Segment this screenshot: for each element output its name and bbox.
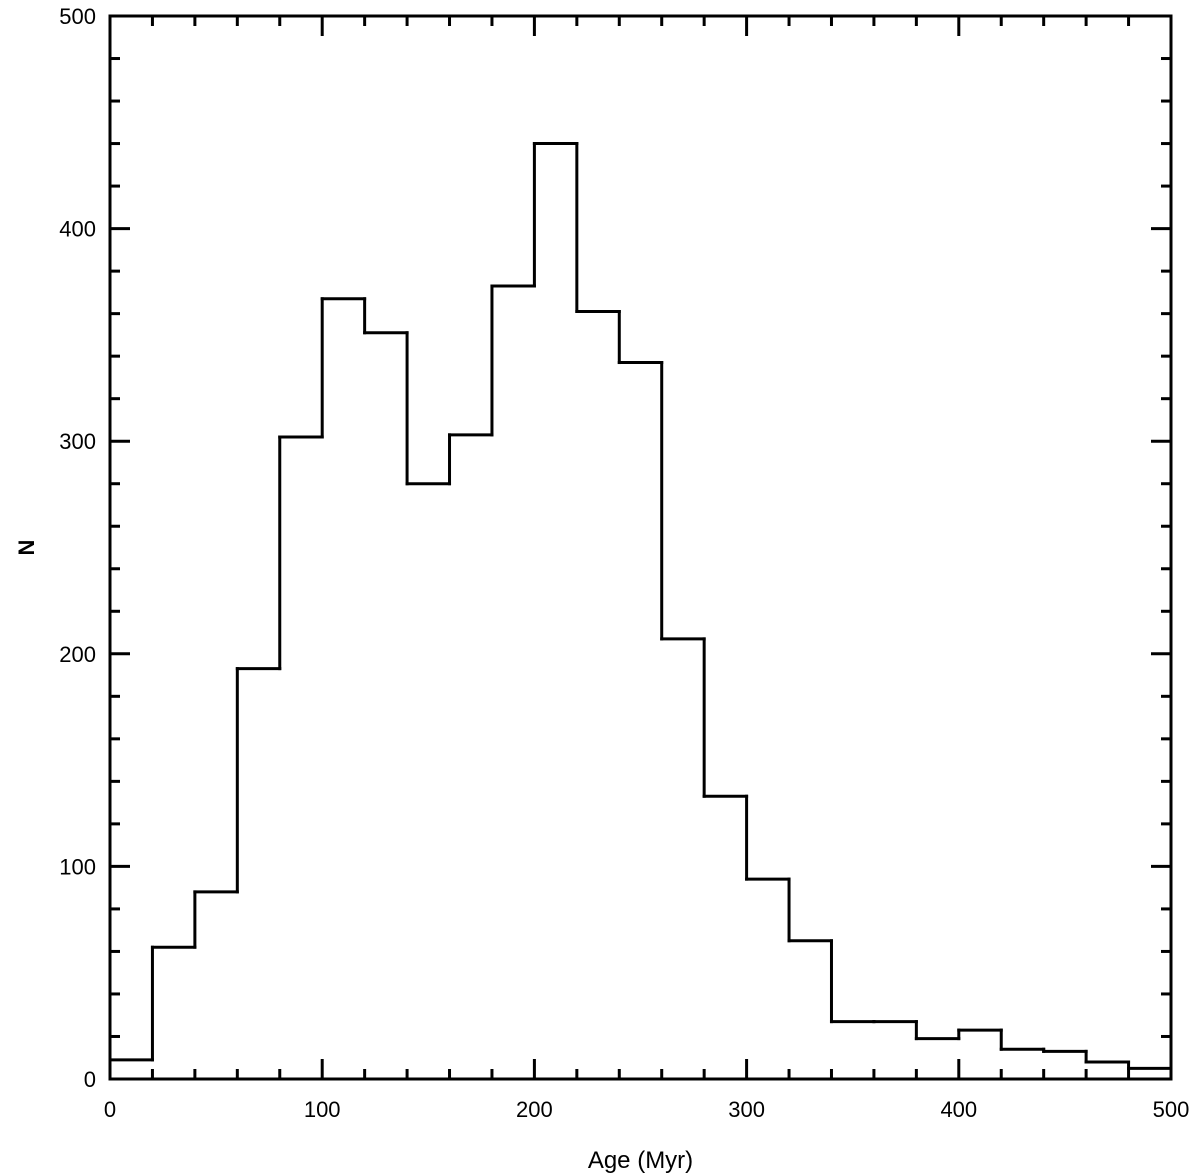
x-tick-label: 100 — [304, 1097, 341, 1122]
x-tick-label: 400 — [940, 1097, 977, 1122]
x-tick-label: 0 — [104, 1097, 116, 1122]
y-axis-title: N — [14, 540, 39, 556]
x-tick-labels: 0 100 200 300 400 500 — [104, 1097, 1189, 1122]
y-tick-label: 300 — [59, 429, 96, 454]
y-tick-label: 100 — [59, 854, 96, 879]
plot-frame — [108, 14, 1173, 1081]
y-tick-label: 0 — [84, 1067, 96, 1092]
x-tick-label: 300 — [728, 1097, 765, 1122]
y-tick-label: 400 — [59, 217, 96, 242]
y-tick-label: 200 — [59, 642, 96, 667]
histogram-steps — [108, 142, 1173, 1070]
x-tick-label: 200 — [516, 1097, 553, 1122]
minor-ticks — [110, 16, 1171, 1079]
x-axis-title: Age (Myr) — [588, 1147, 693, 1174]
y-tick-labels: 0 100 200 300 400 500 — [59, 4, 96, 1092]
y-tick-label: 500 — [59, 4, 96, 29]
x-tick-label: 500 — [1153, 1097, 1190, 1122]
major-ticks — [108, 14, 1173, 1081]
